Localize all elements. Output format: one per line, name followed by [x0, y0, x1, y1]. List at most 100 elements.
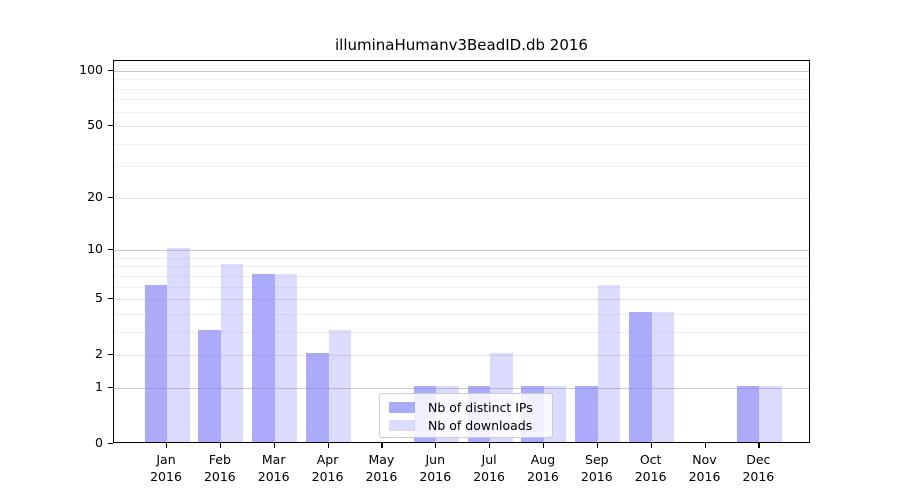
y-tick-label: 100: [79, 62, 103, 77]
gridline-minor: [114, 79, 809, 81]
gridline-decade: [114, 250, 809, 252]
gridline-major: [114, 197, 809, 199]
x-tick-mark: [166, 443, 168, 448]
x-tick-year: 2016: [203, 469, 236, 484]
x-tick-month: Jun: [425, 452, 446, 467]
gridline-minor: [114, 143, 809, 145]
gridline-minor: [114, 275, 809, 277]
bar-downloads: [759, 385, 782, 442]
bar-distinct-ips: [306, 353, 329, 442]
legend-entry-distinct-ips: Nb of distinct IPs: [389, 399, 544, 415]
x-tick-mark: [327, 443, 329, 448]
x-tick-year: 2016: [527, 469, 559, 484]
x-tick-label: Oct 2016: [623, 451, 679, 485]
gridline-minor: [114, 99, 809, 101]
gridline-minor: [114, 88, 809, 90]
x-tick-mark: [435, 443, 437, 448]
x-tick-month: Mar: [261, 452, 286, 467]
x-tick-label: Nov 2016: [677, 451, 733, 485]
y-tick-mark: [108, 443, 113, 445]
x-tick-label: Mar 2016: [246, 451, 302, 485]
x-tick-year: 2016: [473, 469, 505, 484]
gridline-minor: [114, 166, 809, 168]
x-tick-year: 2016: [634, 469, 667, 484]
x-tick-month: Aug: [530, 452, 556, 467]
y-tick-mark: [108, 354, 113, 356]
y-tick-mark: [108, 298, 113, 300]
x-tick-label: May 2016: [353, 451, 409, 485]
legend-entry-downloads: Nb of downloads: [389, 417, 544, 433]
bar-downloads: [328, 329, 352, 442]
x-tick-mark: [489, 443, 491, 448]
x-tick-year: 2016: [365, 469, 398, 484]
x-tick-mark: [758, 443, 760, 448]
x-tick-mark: [381, 443, 383, 448]
gridline-minor: [114, 313, 809, 315]
legend: Nb of distinct IPs Nb of downloads: [379, 393, 553, 438]
y-tick-label: 2: [95, 346, 103, 362]
x-tick-mark: [704, 443, 706, 448]
x-tick-label: Jan 2016: [138, 451, 194, 485]
y-tick-mark: [108, 125, 113, 127]
x-tick-label: Feb 2016: [192, 451, 248, 485]
x-tick-label: Jun 2016: [407, 451, 463, 485]
x-tick-label: Sep 2016: [569, 451, 625, 485]
x-tick-month: Apr: [316, 452, 339, 467]
x-tick-month: Feb: [208, 452, 231, 467]
x-tick-year: 2016: [742, 469, 775, 484]
bar-distinct-ips: [144, 284, 167, 442]
x-tick-month: Jan: [156, 452, 176, 467]
gridline-minor: [114, 266, 809, 268]
legend-label-distinct-ips: Nb of distinct IPs: [428, 399, 533, 415]
x-tick-month: Jul: [481, 452, 497, 467]
gridline-decade: [114, 387, 809, 389]
y-tick-label: 20: [87, 188, 103, 204]
x-tick-month: Dec: [746, 452, 771, 467]
x-tick-mark: [596, 443, 598, 448]
y-tick-mark: [108, 386, 113, 389]
gridline-minor: [114, 257, 809, 259]
x-tick-mark: [273, 443, 275, 448]
bar-downloads: [167, 248, 190, 442]
bar-downloads: [597, 284, 621, 442]
bar-downloads: [274, 273, 298, 442]
legend-label-downloads: Nb of downloads: [428, 417, 533, 433]
x-tick-year: 2016: [150, 469, 182, 484]
x-tick-label: Aug 2016: [515, 451, 571, 485]
x-tick-year: 2016: [688, 469, 721, 484]
x-tick-year: 2016: [419, 469, 452, 484]
y-tick-label: 50: [87, 117, 103, 133]
gridline-minor: [114, 331, 809, 333]
bar-distinct-ips: [736, 385, 760, 442]
x-tick-mark: [542, 443, 545, 448]
chart-title: illuminaHumanv3BeadID.db 2016: [335, 36, 588, 54]
gridline-decade: [114, 71, 809, 72]
gridline-major: [114, 299, 809, 301]
x-tick-month: Sep: [585, 452, 609, 467]
y-tick-mark: [108, 196, 113, 199]
y-tick-label: 1: [95, 378, 103, 394]
gridline-major: [114, 126, 809, 128]
x-tick-label: Apr 2016: [300, 451, 356, 485]
x-tick-label: Dec 2016: [730, 451, 786, 485]
bar-downloads: [220, 264, 244, 442]
x-tick-month: May: [368, 452, 395, 467]
y-tick-label: 10: [87, 241, 103, 257]
x-tick-mark: [650, 443, 652, 448]
y-tick-mark: [108, 70, 113, 72]
x-tick-year: 2016: [311, 469, 344, 484]
gridline-major: [114, 355, 809, 357]
y-tick-mark: [108, 249, 113, 251]
legend-swatch-distinct-ips: [389, 401, 415, 413]
x-tick-month: Nov: [692, 452, 717, 467]
bar-downloads: [651, 311, 675, 442]
x-tick-label: Jul 2016: [461, 451, 517, 485]
legend-swatch-downloads: [389, 419, 415, 431]
gridline-minor: [114, 286, 809, 288]
x-tick-month: Oct: [639, 452, 662, 467]
y-tick-label: 0: [95, 435, 103, 450]
gridline-minor: [114, 111, 809, 113]
y-tick-label: 5: [95, 290, 103, 306]
bar-distinct-ips: [575, 385, 598, 442]
